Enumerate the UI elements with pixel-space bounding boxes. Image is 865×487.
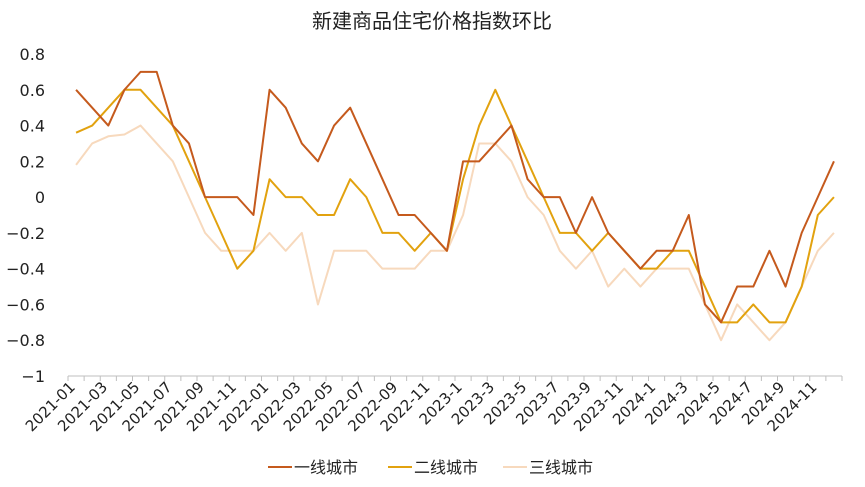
series-line-1 <box>75 70 835 324</box>
y-tick-label: 0.6 <box>20 81 45 100</box>
y-tick-label: −0.8 <box>6 331 45 350</box>
y-tick-label: −0.6 <box>6 295 45 314</box>
y-tick-label: 0.2 <box>20 152 45 171</box>
legend-label: 三线城市 <box>529 458 593 477</box>
y-tick-label: 0.4 <box>20 117 45 136</box>
legend-label: 一线城市 <box>294 458 358 477</box>
y-axis: 0.8 0.6 0.4 0.2 0 −0.2 −0.4 −0.6 −0.8 −1 <box>6 45 45 386</box>
y-tick-label: −1 <box>21 367 45 386</box>
series-layer <box>75 70 835 342</box>
y-tick-label: 0.8 <box>20 45 45 64</box>
legend: 一线城市 二线城市 三线城市 <box>268 458 593 477</box>
chart-title: 新建商品住宅价格指数环比 <box>312 9 552 33</box>
legend-label: 二线城市 <box>414 458 478 477</box>
series-line-3 <box>75 124 835 342</box>
y-tick-label: −0.4 <box>6 260 45 279</box>
y-tick-label: 0 <box>35 188 45 207</box>
x-axis: 2021-012021-032021-052021-072021-092021-… <box>22 375 843 435</box>
y-tick-label: −0.2 <box>6 224 45 243</box>
